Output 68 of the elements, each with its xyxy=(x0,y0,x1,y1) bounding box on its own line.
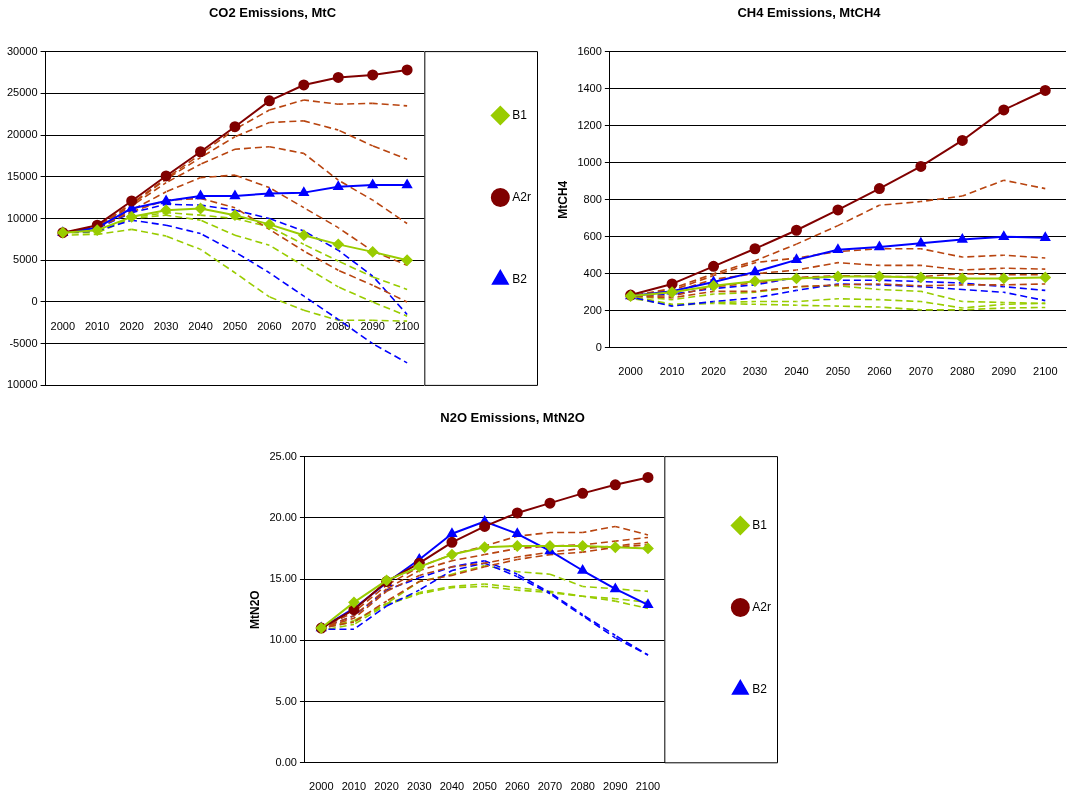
y-axis-title: MtCH4 xyxy=(555,180,570,219)
legend-label: A2r xyxy=(752,599,772,614)
x-tick-label: 2070 xyxy=(291,319,317,332)
y-tick-label: 15.00 xyxy=(269,572,297,585)
legend-label: A2r xyxy=(512,189,532,204)
x-tick-label: 2060 xyxy=(867,365,892,378)
y-tick-label: 1200 xyxy=(577,118,602,131)
y-tick-label: 0.00 xyxy=(275,755,297,768)
y-tick-label: 5.00 xyxy=(275,694,297,707)
x-tick-label: 2050 xyxy=(825,365,851,378)
y-tick-label: 20.00 xyxy=(269,510,297,523)
x-tick-label: 2090 xyxy=(360,319,385,332)
x-tick-label: 2060 xyxy=(505,780,530,793)
x-tick-label: 2020 xyxy=(374,780,399,793)
y-tick-label: 15000 xyxy=(6,169,38,182)
y-tick-label: 1400 xyxy=(577,81,602,94)
x-tick-label: 2060 xyxy=(257,319,282,332)
x-tick-label: 2100 xyxy=(1033,365,1058,378)
x-tick-label: 2030 xyxy=(153,319,179,332)
y-tick-label: 30000 xyxy=(6,44,38,57)
x-tick-label: 2050 xyxy=(472,780,497,793)
y-tick-label: 10000 xyxy=(6,211,38,224)
x-tick-label: 2010 xyxy=(84,319,110,332)
legend-label: B1 xyxy=(512,107,528,122)
x-tick-label: 2030 xyxy=(742,365,768,378)
chart-title: CH4 Emissions, MtCH4 xyxy=(737,5,882,21)
x-tick-label: 2080 xyxy=(950,365,975,378)
legend-label: B1 xyxy=(752,517,768,532)
x-tick-label: 2080 xyxy=(326,319,351,332)
x-tick-label: 2040 xyxy=(188,319,213,332)
x-tick-label: 2020 xyxy=(119,319,144,332)
y-tick-label: 10.00 xyxy=(269,633,297,646)
y-tick-label: 1600 xyxy=(577,44,602,57)
y-tick-label: 400 xyxy=(583,266,602,279)
y-tick-label: 0 xyxy=(595,340,602,353)
legend-label: B2 xyxy=(752,681,768,696)
x-tick-label: 2000 xyxy=(309,780,334,793)
x-tick-label: 2090 xyxy=(991,365,1017,378)
x-tick-label: 2100 xyxy=(635,780,661,793)
x-tick-label: 2000 xyxy=(50,319,76,332)
x-tick-label: 2000 xyxy=(618,365,643,378)
x-tick-label: 2040 xyxy=(439,780,465,793)
x-tick-label: 2070 xyxy=(908,365,934,378)
x-tick-label: 2080 xyxy=(570,780,595,793)
y-tick-label: 200 xyxy=(583,303,602,316)
y-tick-label: 20000 xyxy=(6,128,38,141)
x-tick-label: 2100 xyxy=(394,319,420,332)
y-axis-title: MtN2O xyxy=(247,590,262,630)
y-tick-label: 5000 xyxy=(13,253,38,266)
y-tick-label: 25.00 xyxy=(269,449,297,462)
x-tick-label: 2070 xyxy=(537,780,563,793)
x-tick-label: 2090 xyxy=(603,780,628,793)
x-tick-label: 2010 xyxy=(659,365,685,378)
x-tick-label: 2020 xyxy=(701,365,726,378)
y-tick-label: -5000 xyxy=(9,336,38,349)
y-tick-label: 1000 xyxy=(577,155,602,168)
y-tick-label: 800 xyxy=(583,192,602,205)
y-tick-label: 600 xyxy=(583,229,602,242)
y-tick-label: 25000 xyxy=(6,86,38,99)
legend-label: B2 xyxy=(512,271,528,286)
chart-title: CO2 Emissions, MtC xyxy=(208,5,337,21)
x-tick-label: 2050 xyxy=(222,319,248,332)
x-tick-label: 2040 xyxy=(784,365,809,378)
chart-title: N2O Emissions, MtN2O xyxy=(440,410,585,426)
x-tick-label: 2030 xyxy=(407,780,432,793)
y-tick-label: 10000 xyxy=(6,378,38,391)
y-tick-label: 0 xyxy=(31,294,38,307)
x-tick-label: 2010 xyxy=(341,780,367,793)
